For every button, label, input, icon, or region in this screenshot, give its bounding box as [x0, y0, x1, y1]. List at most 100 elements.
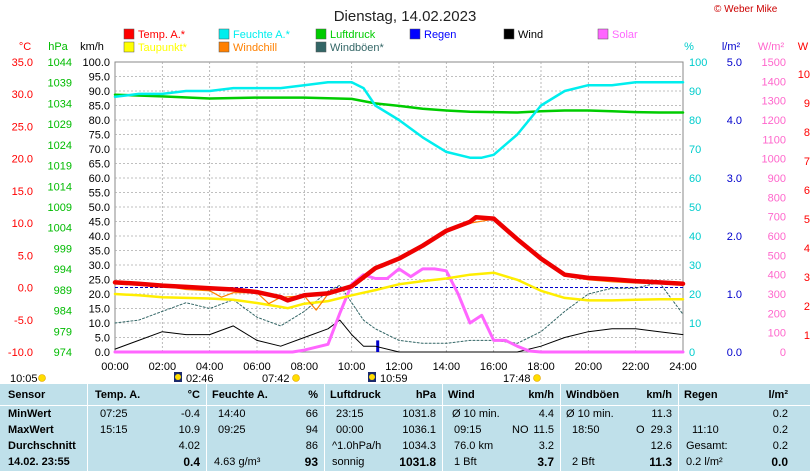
- x-axis-tick: 22:00: [622, 361, 650, 373]
- wind-axis-tick: 80.0: [89, 115, 110, 127]
- extra-unit-label: W: [798, 41, 809, 53]
- solar-axis-tick: 100: [768, 328, 786, 340]
- temp-current: 0.4: [183, 455, 200, 469]
- pressure-unit-label: hPa: [48, 41, 68, 53]
- wind-max: 11.5: [533, 424, 554, 436]
- extra-axis-tick: 4: [804, 243, 810, 255]
- sun-moon-events: 10:05 02:46 07:42 10:59 17:48: [10, 372, 541, 384]
- extra-axis-tick: 10: [798, 69, 810, 81]
- solar-axis-tick: 1500: [762, 57, 786, 69]
- temp-axis-tick: -10.0: [8, 347, 33, 359]
- temp-header: Temp. A.: [95, 389, 141, 401]
- gust-min-label: Ø 10 min.: [566, 408, 614, 420]
- temp-axis-tick: 35.0: [12, 57, 33, 69]
- wind-header: Wind: [448, 389, 475, 401]
- avg-row-label: Durchschnitt: [8, 440, 76, 452]
- temp-axis-tick: 0.0: [18, 283, 33, 295]
- rain-max-time: 11:10: [692, 424, 719, 436]
- pressure-line: [113, 93, 685, 114]
- solar-axis-tick: 1300: [762, 96, 786, 108]
- moonset-icon-moon: [175, 374, 181, 380]
- humidity-line: [113, 81, 685, 159]
- humidity-axis-tick: 0: [689, 347, 695, 359]
- gust-avg: 12.6: [650, 440, 672, 452]
- humidity-max-time: 09:25: [218, 424, 246, 436]
- x-axis-tick: 00:00: [101, 361, 129, 373]
- humidity-axis-tick: 50: [689, 202, 701, 214]
- humidity-avg: 86: [305, 440, 318, 452]
- temp-axis-tick: 25.0: [12, 121, 33, 133]
- humidity-max: 94: [305, 424, 318, 436]
- pressure-trend: ^1.0hPa/h: [332, 440, 382, 452]
- sensor-header: Sensor: [8, 389, 46, 401]
- rain-unit-label: l/m²: [722, 41, 741, 53]
- wind-axis-tick: 55.0: [89, 188, 110, 200]
- weather-description: sonnig: [332, 456, 365, 468]
- rain-unit: l/m²: [768, 389, 788, 401]
- wind-axis-tick: 100.0: [82, 57, 110, 69]
- wind-axis-tick: 75.0: [89, 130, 110, 142]
- solar-axis-tick: 800: [768, 192, 786, 204]
- rain-total: 0.2: [772, 440, 788, 452]
- temp-max-time: 15:15: [100, 424, 128, 436]
- x-axis-tick: 20:00: [575, 361, 603, 373]
- max-row-label: MaxWert: [8, 424, 54, 436]
- pressure-axis-tick: 994: [54, 264, 72, 276]
- humidity-unit-label: %: [684, 41, 694, 53]
- wind-axis-tick: 65.0: [89, 159, 110, 171]
- legend-label: Luftdruck: [330, 29, 376, 41]
- legend-swatch: [123, 41, 135, 53]
- wind-axis-tick: 40.0: [89, 231, 110, 243]
- wind-axis-tick: 5.0: [95, 333, 110, 345]
- temp-axis-tick: 5.0: [18, 250, 33, 262]
- current-timestamp: 14.02. 23:55: [8, 456, 70, 468]
- wind-axis-tick: 95.0: [89, 72, 110, 84]
- rain-total-label: Gesamt:: [686, 440, 728, 452]
- extra-axis-tick: 9: [804, 98, 810, 110]
- temp-max: 10.9: [178, 424, 200, 436]
- wind-axis-tick: 0.0: [95, 347, 110, 359]
- rain-last: 0.2 l/m²: [686, 456, 723, 468]
- wind-max-direction: NO: [512, 424, 529, 436]
- pressure-axis-tick: 1039: [48, 78, 72, 90]
- pressure-axis-tick: 979: [54, 326, 72, 338]
- humidity-axis-tick: 70: [689, 144, 701, 156]
- rain-axis-tick: 0.0: [727, 347, 742, 359]
- rain-max: 0.2: [772, 424, 788, 436]
- x-axis-tick: 24:00: [669, 361, 697, 373]
- solar-axis-tick: 0: [780, 347, 786, 359]
- legend-label: Windchill: [233, 42, 277, 54]
- wind-min: 4.4: [538, 408, 554, 420]
- rain-axis-tick: 5.0: [727, 57, 742, 69]
- solar-axis-tick: 1200: [762, 115, 786, 127]
- wind-axis-tick: 85.0: [89, 101, 110, 113]
- rain-header: Regen: [684, 389, 718, 401]
- wind-axis-tick: 35.0: [89, 246, 110, 258]
- legend-label: Windböen*: [330, 42, 385, 54]
- legend-label: Regen: [424, 29, 456, 41]
- wind-current: 3.7: [537, 455, 554, 469]
- sunrise-icon: [38, 374, 46, 382]
- humidity-current: 93: [304, 455, 318, 469]
- x-axis-tick: 08:00: [291, 361, 319, 373]
- temp-axis-tick: 15.0: [12, 186, 33, 198]
- pressure-axis-tick: 1044: [48, 57, 72, 69]
- min-row-label: MinWert: [8, 408, 52, 420]
- wind-axis-tick: 70.0: [89, 144, 110, 156]
- humidity-axis-tick: 10: [689, 318, 701, 330]
- pressure-axis-tick: 984: [54, 306, 72, 318]
- temp-axis-tick: 30.0: [12, 89, 33, 101]
- rain-axis-tick: 4.0: [727, 115, 742, 127]
- pressure-axis-tick: 1019: [48, 161, 72, 173]
- wind-distance: 76.0 km: [454, 440, 494, 452]
- gust-beaufort: 2 Bft: [572, 456, 595, 468]
- solar-axis-tick: 1100: [762, 134, 786, 146]
- legend-swatch: [503, 28, 515, 40]
- solar-axis-tick: 600: [768, 231, 786, 243]
- moonrise-icon-moon: [369, 374, 375, 380]
- pressure-axis-tick: 1024: [48, 140, 72, 152]
- pressure-max-time: 00:00: [336, 424, 364, 436]
- humidity-axis-tick: 100: [689, 57, 707, 69]
- chart-title: Dienstag, 14.02.2023: [334, 8, 477, 25]
- wind-axis-tick: 25.0: [89, 275, 110, 287]
